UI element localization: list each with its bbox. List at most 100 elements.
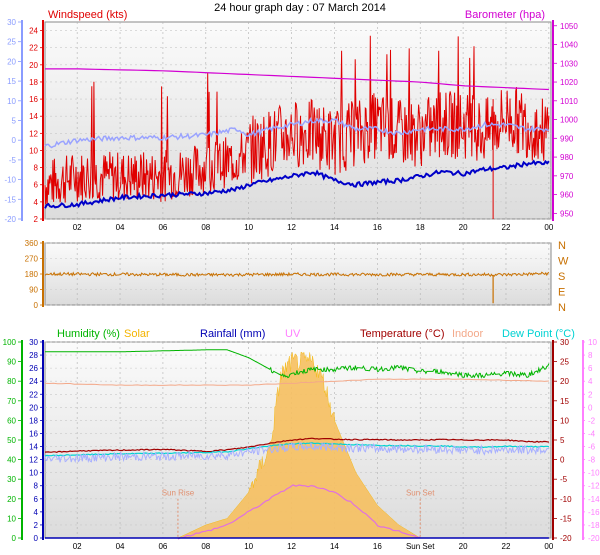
wind-tick: 10 bbox=[29, 146, 38, 155]
temp-tick: 15 bbox=[560, 397, 569, 406]
far-left-tick-1: -20 bbox=[4, 215, 16, 224]
baro-tick: 950 bbox=[560, 209, 574, 218]
far-left-tick-1: -15 bbox=[4, 195, 16, 204]
weather-x-tick: 08 bbox=[201, 542, 210, 551]
wind-x-tick: 10 bbox=[244, 223, 253, 232]
dir-tick: 180 bbox=[25, 270, 39, 279]
rain-tick: 8 bbox=[34, 482, 39, 491]
wind-tick: 12 bbox=[29, 129, 38, 138]
wind-x-tick: 18 bbox=[416, 223, 425, 232]
lower-wind-line bbox=[44, 159, 550, 209]
hum-tick: 90 bbox=[7, 358, 16, 367]
weather-x-tick: 22 bbox=[502, 542, 511, 551]
baro-tick: 1020 bbox=[560, 78, 578, 87]
legend-item: Temperature (°C) bbox=[360, 328, 444, 340]
indoor-line bbox=[44, 378, 549, 386]
rain-tick: 2 bbox=[34, 521, 39, 530]
dew-tick: -14 bbox=[588, 495, 600, 504]
wind-tick: 6 bbox=[34, 181, 39, 190]
wind-tick: 2 bbox=[34, 215, 39, 224]
rain-tick: 0 bbox=[34, 534, 39, 543]
rain-tick: 16 bbox=[29, 429, 38, 438]
weather-x-tick: 00 bbox=[544, 542, 553, 551]
sun-annotation: Sun Set bbox=[406, 489, 435, 498]
far-left-tick-1: 30 bbox=[7, 18, 16, 27]
uv-line bbox=[177, 484, 421, 540]
wind-x-tick: 06 bbox=[158, 223, 167, 232]
far-left-tick-1: 5 bbox=[12, 117, 17, 126]
rain-tick: 6 bbox=[34, 495, 39, 504]
rain-tick: 22 bbox=[29, 390, 38, 399]
sun-annotation: Sun Rise bbox=[162, 489, 195, 498]
temp-tick: 5 bbox=[560, 436, 565, 445]
dew-tick: -10 bbox=[588, 469, 600, 478]
dir-tick: 270 bbox=[25, 255, 39, 264]
far-left-tick-1: 0 bbox=[12, 136, 17, 145]
dew-tick: -6 bbox=[588, 443, 596, 452]
temp-tick: 30 bbox=[560, 338, 569, 347]
wind-tick: 18 bbox=[29, 78, 38, 87]
hum-tick: 70 bbox=[7, 397, 16, 406]
wind-direction-line bbox=[44, 271, 550, 278]
baro-tick: 970 bbox=[560, 172, 574, 181]
wind-x-tick: 14 bbox=[330, 223, 339, 232]
wind-x-tick: 22 bbox=[502, 223, 511, 232]
gust-average-line bbox=[44, 116, 549, 149]
wind-tick: 4 bbox=[34, 198, 39, 207]
rain-tick: 4 bbox=[34, 508, 39, 517]
legend-item: Solar bbox=[124, 328, 150, 340]
wind-panel bbox=[44, 21, 552, 220]
far-left-tick-1: 10 bbox=[7, 97, 16, 106]
dew-tick: -8 bbox=[588, 456, 596, 465]
wind-x-tick: 00 bbox=[544, 223, 553, 232]
wind-x-tick: 04 bbox=[116, 223, 125, 232]
dew-tick: -2 bbox=[588, 416, 596, 425]
dew-tick: 2 bbox=[588, 390, 593, 399]
baro-tick: 1000 bbox=[560, 116, 578, 125]
hum-tick: 100 bbox=[3, 338, 17, 347]
dir-tick: 90 bbox=[29, 286, 38, 295]
baro-tick: 1050 bbox=[560, 22, 578, 31]
wind-x-tick: 16 bbox=[373, 223, 382, 232]
barometer-line bbox=[45, 68, 549, 91]
temp-tick: 20 bbox=[560, 377, 569, 386]
feels-like-line bbox=[44, 441, 549, 464]
baro-tick: 980 bbox=[560, 153, 574, 162]
rain-tick: 28 bbox=[29, 351, 38, 360]
wind-x-tick: 12 bbox=[287, 223, 296, 232]
dew-tick: 0 bbox=[588, 403, 593, 412]
temp-tick: 25 bbox=[560, 358, 569, 367]
legend-item: Rainfall (mm) bbox=[200, 328, 265, 340]
far-left-tick-1: 15 bbox=[7, 77, 16, 86]
wind-tick: 22 bbox=[29, 44, 38, 53]
rain-tick: 30 bbox=[29, 338, 38, 347]
dir-tick: 360 bbox=[25, 239, 39, 248]
hum-tick: 30 bbox=[7, 475, 16, 484]
far-left-tick-1: 20 bbox=[7, 57, 16, 66]
dew-tick: 10 bbox=[588, 338, 597, 347]
weather-x-tick: Sun Set bbox=[406, 542, 435, 551]
rain-tick: 12 bbox=[29, 456, 38, 465]
dew-tick: -12 bbox=[588, 482, 600, 491]
baro-tick: 1040 bbox=[560, 41, 578, 50]
wind-x-tick: 02 bbox=[73, 223, 82, 232]
hum-tick: 40 bbox=[7, 456, 16, 465]
wind-tick: 14 bbox=[29, 112, 38, 121]
dew-point-line bbox=[44, 442, 550, 457]
far-left-tick-1: -5 bbox=[9, 156, 17, 165]
wind-x-tick: 08 bbox=[201, 223, 210, 232]
rain-tick: 20 bbox=[29, 403, 38, 412]
dew-tick: -4 bbox=[588, 429, 596, 438]
weather-x-tick: 12 bbox=[287, 542, 296, 551]
hum-tick: 10 bbox=[7, 514, 16, 523]
baro-tick: 960 bbox=[560, 191, 574, 200]
dir-tick: 0 bbox=[34, 301, 39, 310]
windspeed-line bbox=[44, 35, 550, 206]
temp-tick: -15 bbox=[560, 514, 572, 523]
wind-tick: 24 bbox=[29, 27, 38, 36]
dew-tick: -18 bbox=[588, 521, 600, 530]
wind-x-tick: 20 bbox=[459, 223, 468, 232]
dew-tick: 4 bbox=[588, 377, 593, 386]
dew-tick: -16 bbox=[588, 508, 600, 517]
hum-tick: 60 bbox=[7, 416, 16, 425]
